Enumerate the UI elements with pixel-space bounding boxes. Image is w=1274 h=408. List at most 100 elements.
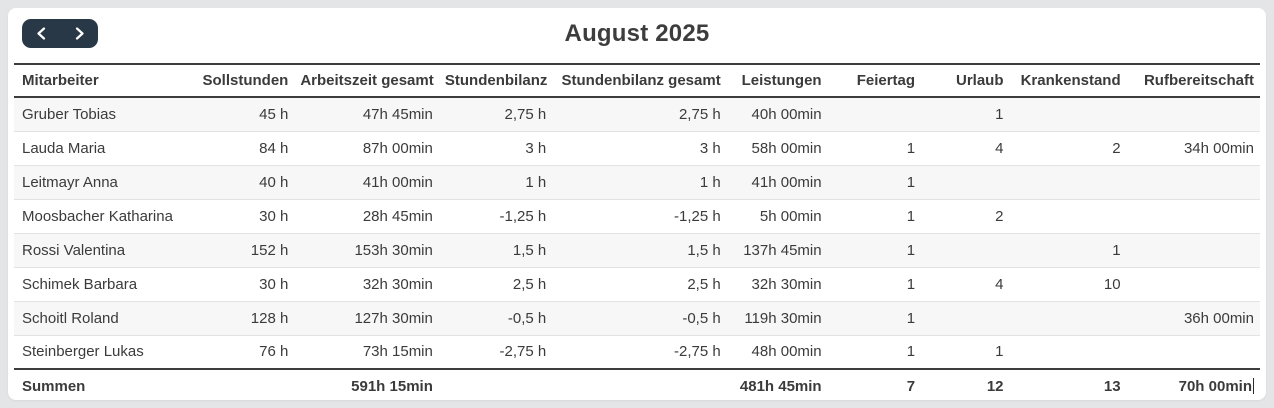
employee-name: Steinberger Lukas — [22, 343, 144, 361]
cell: 48h 00min — [751, 343, 822, 361]
cell: 41h 00min — [751, 173, 822, 191]
next-month-button[interactable] — [62, 19, 96, 48]
cell: 2,5 h — [687, 275, 721, 293]
table-row: Lauda Maria 84 h 87h 00min 3 h 3 h 58h 0… — [14, 131, 1260, 165]
cell: 1 h — [699, 173, 721, 191]
month-nav — [22, 19, 98, 48]
timesheet-card: August 2025 Mitarbeiter Sollstunden Arbe… — [8, 8, 1266, 402]
cell — [1127, 199, 1260, 233]
page-title: August 2025 — [564, 20, 710, 47]
table-row: Schimek Barbara 30 h 32h 30min 2,5 h 2,5… — [14, 267, 1260, 301]
cell: 32h 30min — [751, 275, 822, 293]
cell — [1010, 335, 1127, 369]
column-header-leistungen: Leistungen — [726, 63, 828, 98]
column-header-stundenbilanz: Stundenbilanz — [438, 63, 553, 98]
cell: 5h 00min — [759, 207, 822, 225]
totals-cell — [438, 368, 553, 402]
cell: 1 h — [525, 173, 547, 191]
cell: 2,75 h — [678, 105, 721, 123]
cell: 36h 00min — [1183, 309, 1254, 327]
cell — [1127, 233, 1260, 267]
employee-name: Schimek Barbara — [22, 275, 138, 293]
cell: 2,5 h — [512, 275, 547, 293]
cell: 153h 30min — [354, 241, 433, 259]
totals-cell — [183, 368, 295, 402]
cell: 76 h — [259, 343, 289, 361]
table-row: Rossi Valentina 152 h 153h 30min 1,5 h 1… — [14, 233, 1260, 267]
table-row: Schoitl Roland 128 h 127h 30min -0,5 h -… — [14, 301, 1260, 335]
timesheet-table: Mitarbeiter Sollstunden Arbeitszeit gesa… — [14, 63, 1260, 402]
column-header-stundenbilanz-gesamt: Stundenbilanz gesamt — [552, 63, 727, 98]
cell: 3 h — [525, 139, 547, 157]
cell: 47h 45min — [362, 105, 433, 123]
cell: 10 — [1103, 275, 1121, 293]
totals-cell: 12 — [921, 368, 1010, 402]
cell: 3 h — [699, 139, 721, 157]
cell — [828, 97, 921, 131]
totals-cell — [552, 368, 727, 402]
cell: -2,75 h — [499, 343, 547, 361]
cell: 1,5 h — [512, 241, 547, 259]
cell: 137h 45min — [743, 241, 822, 259]
cell — [921, 233, 1009, 267]
cell: 32h 30min — [362, 275, 433, 293]
totals-label: Summen — [14, 368, 184, 402]
chevron-right-icon — [73, 27, 86, 40]
cell: 84 h — [259, 139, 289, 157]
cell: 1 — [906, 241, 916, 259]
cell: 40 h — [259, 173, 289, 191]
cell: 4 — [995, 275, 1004, 293]
cell: 40h 00min — [751, 105, 822, 123]
previous-month-button[interactable] — [24, 19, 58, 48]
cell: 1 — [906, 207, 916, 225]
employee-name: Gruber Tobias — [22, 105, 116, 123]
totals-cell: 13 — [1009, 368, 1127, 402]
column-header-feiertag: Feiertag — [827, 63, 922, 98]
totals-rufbereitschaft-value: 70h 00min — [1178, 377, 1252, 395]
totals-cell: 591h 15min — [294, 368, 439, 402]
text-cursor-caret — [1253, 377, 1254, 394]
employee-name: Schoitl Roland — [22, 309, 119, 327]
cell: 152 h — [250, 241, 289, 259]
table-row: Steinberger Lukas 76 h 73h 15min -2,75 h… — [14, 335, 1260, 369]
cell: 30 h — [259, 207, 289, 225]
cell: -0,5 h — [507, 309, 547, 327]
cell: 1 — [995, 105, 1004, 123]
cell: 87h 00min — [362, 139, 433, 157]
cell: 34h 00min — [1183, 139, 1254, 157]
cell — [1127, 97, 1260, 131]
cell — [1127, 335, 1260, 369]
cell — [1127, 165, 1260, 199]
cell — [1127, 267, 1260, 301]
cell: 45 h — [259, 105, 289, 123]
cell: 127h 30min — [354, 309, 433, 327]
cell — [1010, 165, 1127, 199]
cell: 41h 00min — [362, 173, 433, 191]
cell: 58h 00min — [751, 139, 822, 157]
cell: 1 — [906, 173, 916, 191]
cell: 4 — [995, 139, 1004, 157]
cell: 2 — [995, 207, 1004, 225]
cell: 128 h — [250, 309, 289, 327]
cell — [1010, 199, 1127, 233]
employee-name: Leitmayr Anna — [22, 173, 118, 191]
totals-cell: 481h 45min — [726, 368, 828, 402]
column-header-mitarbeiter: Mitarbeiter — [14, 63, 184, 98]
column-header-sollstunden: Sollstunden — [183, 63, 295, 98]
cell: -1,25 h — [499, 207, 547, 225]
cell: -2,75 h — [673, 343, 721, 361]
cell: 2 — [1112, 139, 1121, 157]
cell: 73h 15min — [362, 343, 433, 361]
cell: 1 — [906, 139, 916, 157]
table-row: Moosbacher Katharina 30 h 28h 45min -1,2… — [14, 199, 1260, 233]
totals-cell: 7 — [827, 368, 922, 402]
totals-cell: 70h 00min — [1126, 368, 1260, 402]
cell: 1,5 h — [687, 241, 721, 259]
cell: -1,25 h — [673, 207, 721, 225]
column-header-rufbereitschaft: Rufbereitschaft — [1126, 63, 1260, 98]
cell: 28h 45min — [362, 207, 433, 225]
table-row: Leitmayr Anna 40 h 41h 00min 1 h 1 h 41h… — [14, 165, 1260, 199]
cell: 119h 30min — [744, 309, 822, 327]
cell: 1 — [906, 343, 916, 361]
table-row: Gruber Tobias 45 h 47h 45min 2,75 h 2,75… — [14, 97, 1260, 131]
